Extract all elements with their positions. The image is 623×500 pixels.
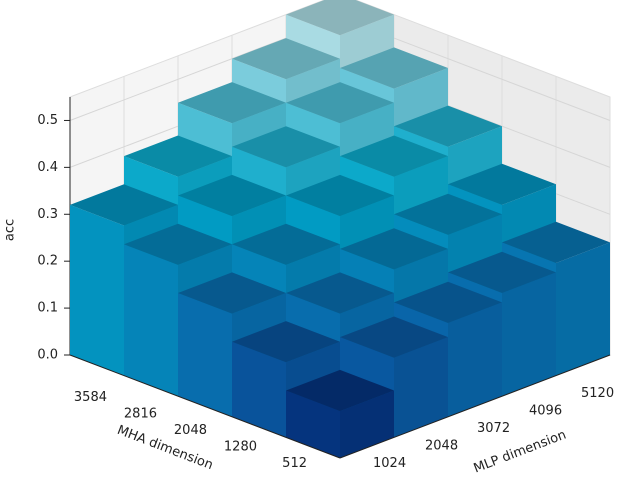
bar-top [394, 105, 502, 147]
bar-side [502, 272, 556, 397]
bar-side [70, 204, 124, 376]
z-tick-label: 0.5 [37, 113, 58, 128]
bar-top [232, 321, 340, 363]
bar-top [70, 184, 178, 226]
y-tick-label: 3584 [74, 390, 107, 405]
z-tick-label: 0.3 [37, 207, 58, 222]
bar-top [232, 38, 340, 80]
bar-top [340, 316, 448, 358]
bar-side [124, 244, 178, 397]
bar-side [340, 390, 394, 458]
bar-top [394, 281, 502, 323]
z-tick-label: 0.2 [37, 254, 58, 269]
z-tick-label: 0.0 [37, 348, 58, 363]
x-axis [339, 354, 611, 459]
bar-top [178, 272, 286, 314]
bar-top [124, 135, 232, 177]
bar-top [232, 223, 340, 265]
bar-side [286, 390, 340, 458]
x-tick-label: 3072 [477, 421, 510, 436]
bar-top [286, 272, 394, 314]
y-tick-label: 512 [282, 456, 307, 471]
x-tick-label: 5120 [581, 386, 614, 401]
bar-top [394, 193, 502, 235]
y-tick-label: 2048 [174, 423, 207, 438]
y-tick-label: 1280 [224, 440, 257, 455]
bar-top [286, 82, 394, 124]
x-tick-label: 4096 [529, 403, 562, 418]
z-axis-title: acc [3, 219, 18, 241]
bar-top [178, 82, 286, 124]
bar-side [178, 293, 232, 417]
bar-side [232, 341, 286, 438]
bar-top [124, 223, 232, 265]
bar-top [448, 251, 556, 293]
bar-top [340, 47, 448, 89]
bar-top [232, 126, 340, 168]
bar-top [448, 163, 556, 205]
z-tick-label: 0.1 [37, 301, 58, 316]
bar-side [394, 337, 448, 438]
bar-top [286, 174, 394, 217]
bar-top [340, 228, 448, 270]
bar-side [556, 242, 610, 376]
bar-top [286, 0, 394, 36]
x-tick-label: 1024 [373, 456, 406, 471]
bar-top [502, 221, 610, 263]
z-tick-label: 0.4 [37, 160, 58, 175]
y-axis [69, 354, 341, 459]
bar-top [286, 369, 394, 412]
bar-side [448, 302, 502, 417]
x-tick-label: 2048 [425, 439, 458, 454]
y-tick-label: 2816 [124, 406, 157, 421]
bar-top [340, 135, 448, 177]
bar-top [178, 174, 286, 217]
